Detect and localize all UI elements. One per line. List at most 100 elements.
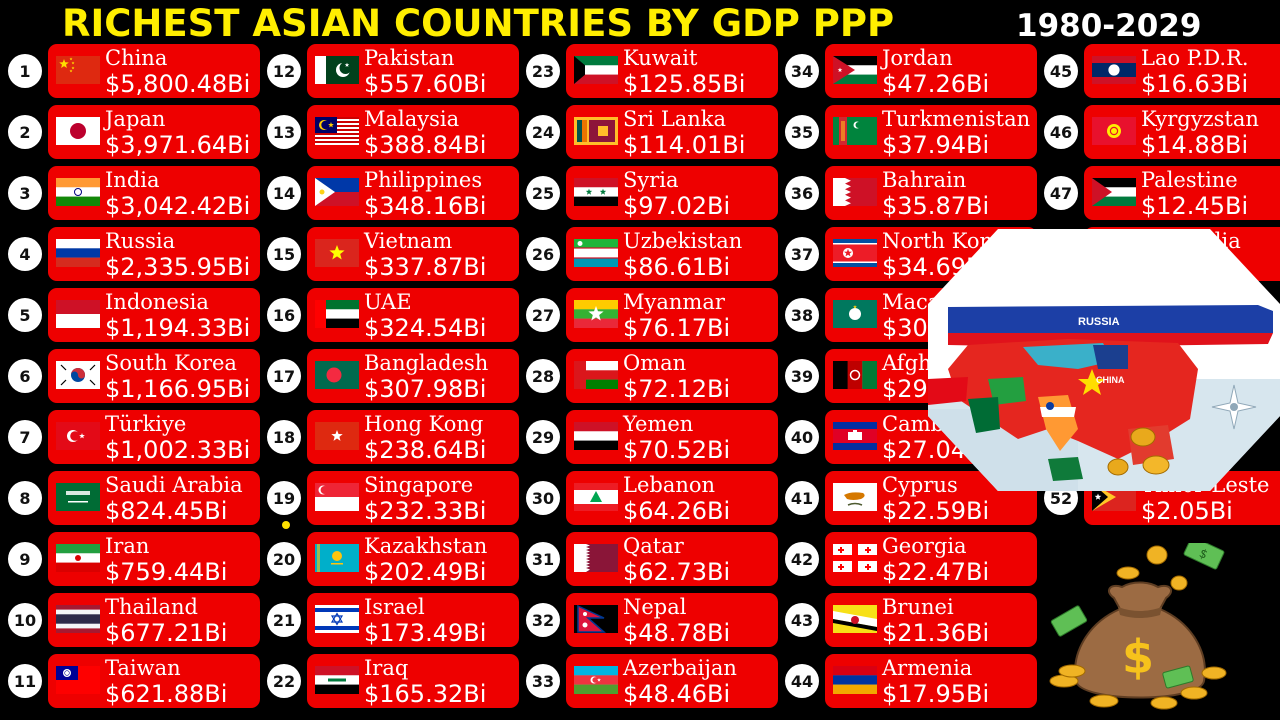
- gdp-value: $232.33Bi: [364, 497, 487, 525]
- ranking-entry-india: 3 India $3,042.42Bi: [8, 166, 260, 222]
- country-name: Qatar: [623, 534, 684, 558]
- pakistan-flag-icon: [315, 56, 359, 84]
- bag-dollar-symbol: $: [1122, 630, 1154, 684]
- indonesia-flag-icon: [56, 300, 100, 328]
- country-card: Iraq $165.32Bi: [307, 654, 519, 708]
- rank-badge: 26: [526, 237, 560, 271]
- rank-badge: 32: [526, 603, 560, 637]
- rank-badge: 13: [267, 115, 301, 149]
- gdp-value: $64.26Bi: [623, 497, 731, 525]
- country-card: Türkiye $1,002.33Bi: [48, 410, 260, 464]
- ranking-entry-bangladesh: 17 Bangladesh $307.98Bi: [267, 349, 519, 405]
- kyrgyzstan-flag-icon: [1092, 117, 1136, 145]
- rank-badge: 7: [8, 420, 42, 454]
- country-name: Singapore: [364, 473, 474, 497]
- country-name: Vietnam: [364, 229, 453, 253]
- rank-badge: 9: [8, 542, 42, 576]
- gdp-value: $3,971.64Bi: [105, 131, 251, 159]
- ranking-entry-russia: 4 Russia $2,335.95Bi: [8, 227, 260, 283]
- ranking-entry-iran: 9 Iran $759.44Bi: [8, 532, 260, 588]
- gdp-value: $47.26Bi: [882, 70, 990, 98]
- country-card: Palestine $12.45Bi: [1084, 166, 1280, 220]
- country-name: Myanmar: [623, 290, 725, 314]
- russia-flag-icon: [56, 239, 100, 267]
- jordan-flag-icon: [833, 56, 877, 84]
- ranking-entry-myanmar: 27 Myanmar $76.17Bi: [526, 288, 778, 344]
- country-name: Lebanon: [623, 473, 716, 497]
- country-card: Turkmenistan $37.94Bi: [825, 105, 1037, 159]
- ranking-entry-indonesia: 5 Indonesia $1,194.33Bi: [8, 288, 260, 344]
- ranking-entry-georgia: 42 Georgia $22.47Bi: [785, 532, 1037, 588]
- country-name: Taiwan: [105, 656, 181, 680]
- rank-badge: 10: [8, 603, 42, 637]
- gdp-value: $72.12Bi: [623, 375, 731, 403]
- yemen-flag-icon: [574, 422, 618, 450]
- azerbaijan-flag-icon: [574, 666, 618, 694]
- ranking-entry-azerbaijan: 33 Azerbaijan $48.46Bi: [526, 654, 778, 710]
- hong-kong-flag-icon: [315, 422, 359, 450]
- rank-badge: 4: [8, 237, 42, 271]
- georgia-flag-icon: [833, 544, 877, 572]
- lebanon-flag-icon: [574, 483, 618, 511]
- malaysia-flag-icon: [315, 117, 359, 145]
- gdp-value: $238.64Bi: [364, 436, 487, 464]
- saudi-arabia-flag-icon: [56, 483, 100, 511]
- south-korea-flag-icon: [56, 361, 100, 389]
- country-card: Nepal $48.78Bi: [566, 593, 778, 647]
- turkiye-flag-icon: [56, 422, 100, 450]
- country-card: Singapore $232.33Bi: [307, 471, 519, 525]
- ranking-entry-palestine: 47 Palestine $12.45Bi: [1044, 166, 1280, 222]
- country-card: Israel $173.49Bi: [307, 593, 519, 647]
- gdp-value: $17.95Bi: [882, 680, 990, 708]
- rank-badge: 47: [1044, 176, 1078, 210]
- gdp-value: $22.59Bi: [882, 497, 990, 525]
- bahrain-flag-icon: [833, 178, 877, 206]
- country-card: Iran $759.44Bi: [48, 532, 260, 586]
- map-label-china: CHINA: [1096, 375, 1125, 385]
- decor-dot: [282, 521, 290, 529]
- gdp-value: $324.54Bi: [364, 314, 487, 342]
- ranking-entry-oman: 28 Oman $72.12Bi: [526, 349, 778, 405]
- gdp-value: $86.61Bi: [623, 253, 731, 281]
- country-card: Lebanon $64.26Bi: [566, 471, 778, 525]
- gdp-value: $48.46Bi: [623, 680, 731, 708]
- country-card: Armenia $17.95Bi: [825, 654, 1037, 708]
- page-title: RICHEST ASIAN COUNTRIES BY GDP PPP: [62, 2, 895, 45]
- rank-badge: 21: [267, 603, 301, 637]
- gdp-value: $76.17Bi: [623, 314, 731, 342]
- rank-badge: 24: [526, 115, 560, 149]
- country-name: Brunei: [882, 595, 954, 619]
- country-name: Lao P.D.R.: [1141, 46, 1249, 70]
- syria-flag-icon: [574, 178, 618, 206]
- rank-badge: 12: [267, 54, 301, 88]
- ranking-entry-turkiye: 7 Türkiye $1,002.33Bi: [8, 410, 260, 466]
- iran-flag-icon: [56, 544, 100, 572]
- gdp-value: $1,166.95Bi: [105, 375, 251, 403]
- thailand-flag-icon: [56, 605, 100, 633]
- rank-badge: 41: [785, 481, 819, 515]
- uae-flag-icon: [315, 300, 359, 328]
- ranking-entry-china: 1 China $5,800.48Bi: [8, 44, 260, 100]
- laos-flag-icon: [1092, 56, 1136, 84]
- country-name: Japan: [105, 107, 166, 131]
- country-name: Sri Lanka: [623, 107, 727, 131]
- country-card: Bangladesh $307.98Bi: [307, 349, 519, 403]
- oman-flag-icon: [574, 361, 618, 389]
- rank-badge: 45: [1044, 54, 1078, 88]
- country-name: Palestine: [1141, 168, 1238, 192]
- country-name: South Korea: [105, 351, 237, 375]
- rank-badge: 38: [785, 298, 819, 332]
- gdp-value: $70.52Bi: [623, 436, 731, 464]
- afghanistan-flag-icon: [833, 361, 877, 389]
- gdp-value: $14.88Bi: [1141, 131, 1249, 159]
- gdp-value: $2,335.95Bi: [105, 253, 251, 281]
- iraq-flag-icon: [315, 666, 359, 694]
- rank-badge: 25: [526, 176, 560, 210]
- country-card: Yemen $70.52Bi: [566, 410, 778, 464]
- rank-badge: 2: [8, 115, 42, 149]
- gdp-value: $165.32Bi: [364, 680, 487, 708]
- turkmenistan-flag-icon: [833, 117, 877, 145]
- gdp-value: $1,194.33Bi: [105, 314, 251, 342]
- country-card: Jordan $47.26Bi: [825, 44, 1037, 98]
- macao-flag-icon: [833, 300, 877, 328]
